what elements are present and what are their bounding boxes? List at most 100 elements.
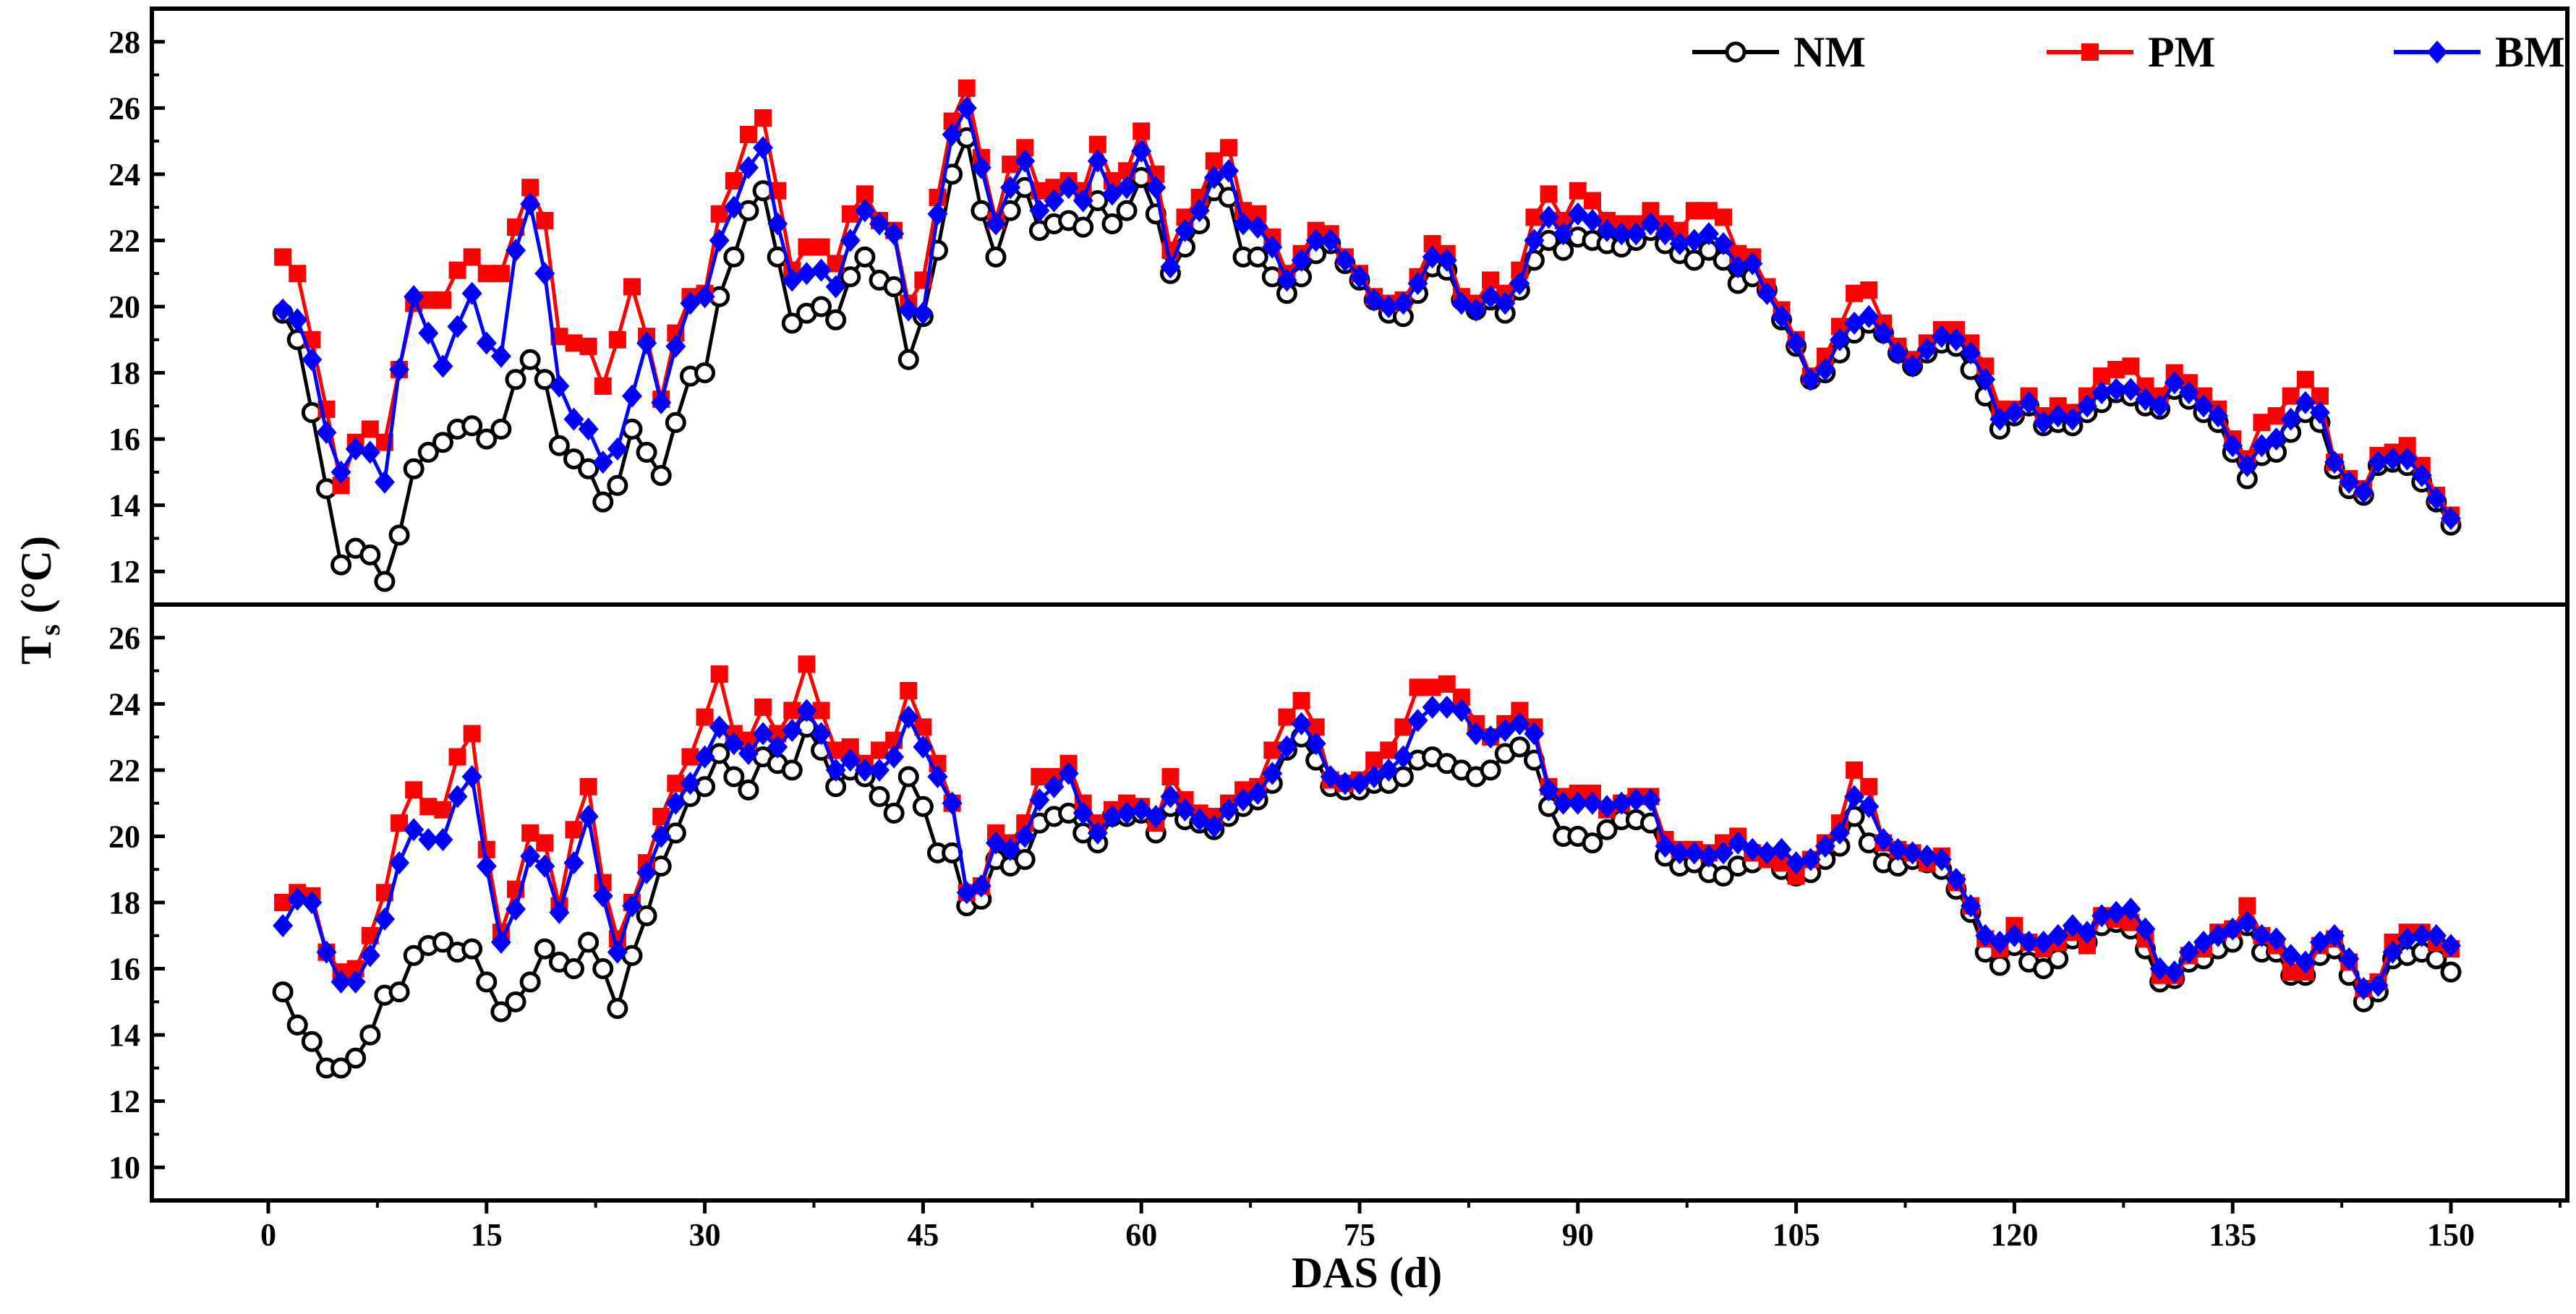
- data-point-bm: [636, 861, 657, 884]
- y-tick-label: 26: [108, 90, 140, 126]
- data-point-bm: [2426, 487, 2447, 511]
- data-point-pm: [1292, 691, 1310, 709]
- data-point-nm: [811, 296, 832, 317]
- data-point-bm: [869, 212, 890, 236]
- data-point-pm: [565, 821, 583, 839]
- data-point-pm: [958, 79, 976, 97]
- data-point-bm: [796, 262, 817, 286]
- data-point-bm: [1771, 304, 1792, 328]
- data-point-bm: [1800, 367, 1821, 391]
- data-point-bm: [2222, 434, 2243, 458]
- data-point-bm: [1931, 325, 1952, 349]
- data-point-bm: [1393, 745, 1414, 769]
- data-point-bm: [927, 202, 948, 226]
- data-point-nm: [709, 743, 730, 764]
- data-point-bm: [1582, 208, 1603, 232]
- y-tick-label: 20: [108, 819, 140, 854]
- data-point-bm: [971, 155, 991, 179]
- data-point-bm: [1728, 831, 1749, 855]
- data-point-bm: [884, 745, 905, 769]
- data-point-nm: [359, 544, 381, 566]
- legend-label-bm: BM: [2495, 28, 2565, 76]
- data-point-bm: [782, 718, 803, 742]
- data-point-bm: [2018, 930, 2039, 954]
- data-point-nm: [1596, 819, 1618, 840]
- data-point-pm: [725, 172, 743, 190]
- data-point-nm: [461, 415, 483, 437]
- data-point-bm: [2193, 930, 2214, 954]
- x-tick-label: 0: [260, 1217, 276, 1253]
- data-point-nm: [388, 524, 410, 546]
- data-point-bm: [1989, 407, 2010, 431]
- data-point-bm: [1713, 841, 1734, 865]
- data-point-bm: [534, 854, 555, 878]
- data-point-bm: [2251, 434, 2272, 458]
- data-point-bm: [840, 748, 861, 772]
- legend-marker-pm: [2081, 43, 2099, 61]
- data-point-bm: [985, 831, 1006, 855]
- data-point-bm: [1771, 837, 1792, 861]
- data-point-bm: [330, 460, 351, 484]
- y-tick-label: 18: [108, 885, 140, 921]
- data-point-pm: [710, 665, 728, 683]
- data-point-bm: [811, 258, 832, 282]
- data-point-bm: [1538, 205, 1559, 229]
- data-point-bm: [1582, 791, 1603, 815]
- data-point-bm: [549, 374, 570, 398]
- data-point-nm: [432, 432, 453, 453]
- data-point-pm: [448, 261, 466, 279]
- y-tick-label: 12: [108, 554, 140, 589]
- data-point-bm: [621, 384, 642, 408]
- data-point-pm: [1569, 182, 1587, 200]
- data-point-nm: [286, 1014, 308, 1036]
- data-point-bm: [1189, 199, 1210, 223]
- data-point-bm: [2062, 914, 2083, 938]
- data-point-bm: [549, 900, 570, 924]
- data-point-bm: [1961, 894, 1982, 918]
- data-point-bm: [651, 391, 672, 414]
- data-point-bm: [2077, 921, 2098, 944]
- data-point-bm: [1684, 229, 1705, 252]
- data-point-bm: [2033, 411, 2054, 435]
- data-point-bm: [709, 229, 730, 252]
- data-point-bm: [2004, 401, 2025, 425]
- data-point-pm: [419, 798, 438, 816]
- x-tick-label: 150: [2427, 1217, 2475, 1253]
- data-point-nm: [592, 958, 614, 980]
- data-point-bm: [1655, 222, 1676, 246]
- data-point-pm: [623, 278, 641, 296]
- data-point-bm: [1334, 772, 1355, 795]
- legend-marker-nm: [1725, 41, 1747, 63]
- y-tick-label: 14: [108, 1018, 140, 1053]
- data-point-pm: [2107, 360, 2125, 378]
- data-point-bm: [2411, 464, 2432, 487]
- data-point-bm: [1117, 176, 1138, 200]
- data-point-bm: [956, 881, 977, 905]
- data-point-bm: [840, 229, 861, 252]
- data-point-bm: [2208, 923, 2229, 947]
- data-point-bm: [1800, 848, 1821, 871]
- data-point-bm: [1029, 199, 1050, 223]
- data-point-bm: [1728, 255, 1749, 279]
- data-point-bm: [520, 192, 541, 216]
- data-point-bm: [1698, 222, 1719, 246]
- data-point-nm: [883, 276, 905, 298]
- data-point-nm: [578, 931, 600, 953]
- data-point-bm: [1131, 139, 1152, 163]
- data-point-nm: [519, 971, 541, 993]
- data-point-bm: [316, 940, 337, 964]
- data-point-nm: [272, 981, 294, 1003]
- data-point-pm: [1031, 768, 1049, 786]
- data-point-bm: [330, 970, 351, 994]
- data-point-pm: [463, 725, 481, 743]
- data-point-bm: [432, 828, 453, 852]
- y-axis-title-symbol: T: [12, 636, 60, 665]
- data-point-bm: [738, 155, 759, 179]
- data-point-bm: [2091, 381, 2112, 405]
- x-tick-label: 45: [907, 1217, 939, 1253]
- data-point-bm: [1902, 354, 1923, 378]
- data-point-bm: [2164, 371, 2185, 395]
- data-point-bm: [2426, 923, 2447, 947]
- data-point-nm: [403, 944, 425, 966]
- data-point-bm: [956, 96, 977, 120]
